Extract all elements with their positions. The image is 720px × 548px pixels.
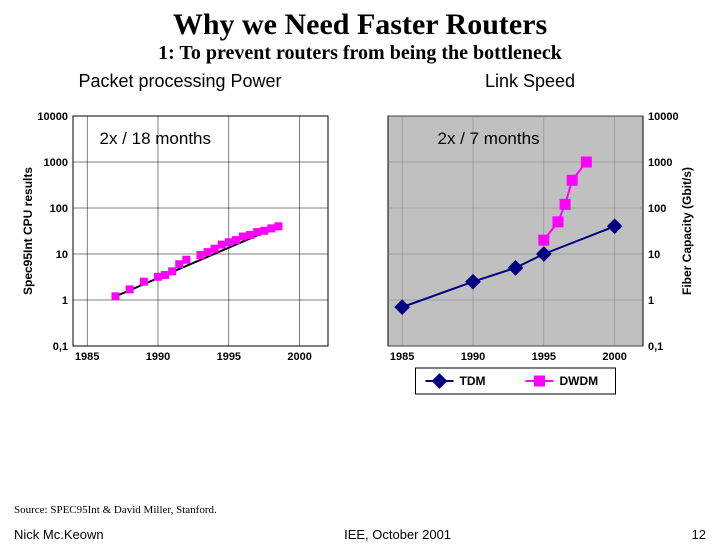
svg-text:1000: 1000 xyxy=(43,157,67,169)
svg-text:10000: 10000 xyxy=(648,111,679,123)
left-annotation: 2x / 18 months xyxy=(100,129,212,149)
svg-text:Spec95Int CPU results: Spec95Int CPU results xyxy=(21,167,35,295)
right-annotation: 2x / 7 months xyxy=(438,129,540,149)
svg-text:2000: 2000 xyxy=(287,351,311,363)
svg-text:1: 1 xyxy=(648,295,654,307)
svg-text:1: 1 xyxy=(61,295,67,307)
svg-text:1995: 1995 xyxy=(216,351,240,363)
svg-text:1995: 1995 xyxy=(531,351,555,363)
svg-text:1985: 1985 xyxy=(389,351,413,363)
svg-text:1000: 1000 xyxy=(648,157,672,169)
svg-text:100: 100 xyxy=(648,203,666,215)
right-chart: Link Speed 2x / 7 months 0,1 1 10 100 1000 10… xyxy=(358,71,703,431)
svg-text:1985: 1985 xyxy=(74,351,98,363)
charts-container: Packet processing Power 2x / 18 months 0… xyxy=(0,71,720,431)
slide-title: Why we Need Faster Routers xyxy=(0,8,720,42)
svg-text:1990: 1990 xyxy=(460,351,484,363)
svg-text:100: 100 xyxy=(49,203,67,215)
source-note: Source: SPEC95Int & David Miller, Stanfo… xyxy=(14,504,217,516)
svg-text:DWDM: DWDM xyxy=(559,374,598,388)
svg-text:1990: 1990 xyxy=(145,351,169,363)
left-chart: Packet processing Power 2x / 18 months 0… xyxy=(18,71,343,431)
svg-text:TDM: TDM xyxy=(459,374,485,388)
svg-text:Fiber Capacity (Gbit/s): Fiber Capacity (Gbit/s) xyxy=(680,167,694,295)
svg-text:2000: 2000 xyxy=(602,351,626,363)
left-chart-title: Packet processing Power xyxy=(18,71,343,92)
right-chart-title: Link Speed xyxy=(358,71,703,92)
svg-text:10: 10 xyxy=(648,249,660,261)
svg-text:10: 10 xyxy=(55,249,67,261)
svg-text:0,1: 0,1 xyxy=(52,341,67,353)
svg-text:0,1: 0,1 xyxy=(648,341,663,353)
svg-text:10000: 10000 xyxy=(37,111,68,123)
slide-subtitle: 1: To prevent routers from being the bot… xyxy=(0,42,720,65)
